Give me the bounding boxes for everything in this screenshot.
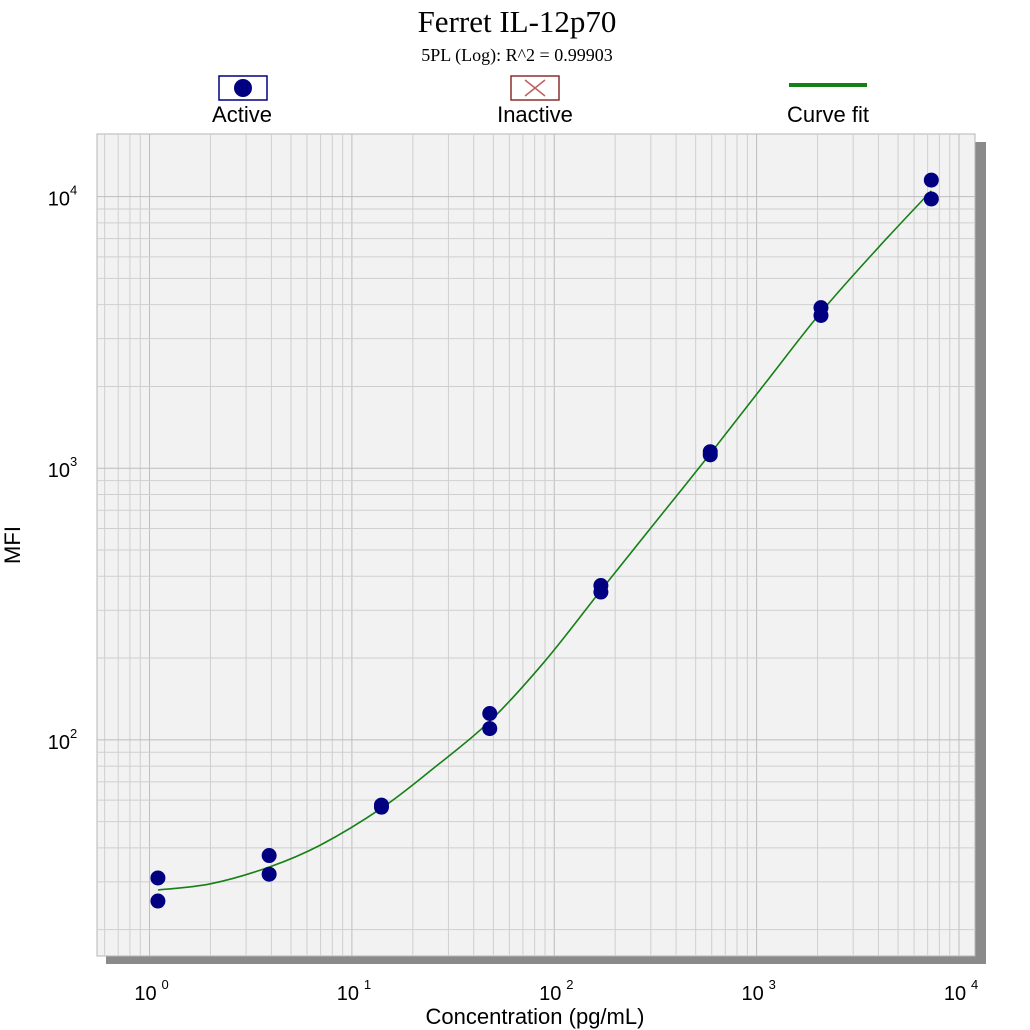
- legend-inactive-marker-stroke: [524, 79, 546, 97]
- data-point-active: [593, 584, 609, 600]
- y-tick-exponent: 2: [70, 726, 77, 741]
- x-tick-exponent: 0: [162, 977, 169, 992]
- data-points: [150, 172, 939, 909]
- x-tick-base: 10: [539, 983, 561, 1005]
- legend-inactive-label: Inactive: [497, 102, 573, 127]
- legend-curve-fit-label: Curve fit: [787, 102, 869, 127]
- grid: [97, 134, 975, 956]
- curve-fit-line: [157, 190, 932, 891]
- y-tick-label: 10 2: [48, 726, 77, 754]
- y-tick-label: 10 3: [48, 454, 77, 482]
- legend: Active Inactive Curve fit: [212, 75, 869, 127]
- y-axis-label: MFI: [0, 526, 25, 564]
- x-tick-base: 10: [134, 983, 156, 1005]
- x-tick-exponent: 1: [364, 977, 371, 992]
- x-tick-exponent: 4: [971, 977, 978, 992]
- data-point-active: [482, 706, 498, 722]
- legend-active-marker: [234, 79, 252, 97]
- data-point-active: [261, 848, 277, 864]
- y-tick-base: 10: [48, 189, 70, 211]
- x-tick-label: 10 4: [944, 977, 978, 1005]
- legend-active-label: Active: [212, 102, 272, 127]
- x-axis-label: Concentration (pg/mL): [426, 1004, 645, 1029]
- x-tick-exponent: 3: [769, 977, 776, 992]
- plot-area: [96, 133, 976, 957]
- legend-item-active: Active: [212, 75, 272, 127]
- data-point-active: [261, 866, 277, 882]
- y-tick-base: 10: [48, 460, 70, 482]
- axis-ticks: 10 0 10 1 10 2 10 3 10 410 210 310 4: [48, 183, 978, 1005]
- y-tick-base: 10: [48, 732, 70, 754]
- data-point-active: [150, 893, 166, 909]
- x-tick-base: 10: [337, 983, 359, 1005]
- x-tick-base: 10: [944, 983, 966, 1005]
- data-point-active: [923, 172, 939, 188]
- chart-subtitle: 5PL (Log): R^2 = 0.99903: [421, 45, 612, 66]
- data-point-active: [373, 799, 389, 815]
- data-point-active: [482, 721, 498, 737]
- x-tick-label: 10 3: [741, 977, 775, 1005]
- data-point-active: [702, 447, 718, 463]
- data-point-active: [923, 191, 939, 207]
- y-tick-exponent: 4: [70, 183, 77, 198]
- y-tick-label: 10 4: [48, 183, 77, 211]
- x-tick-label: 10 2: [539, 977, 573, 1005]
- x-tick-exponent: 2: [566, 977, 573, 992]
- data-point-active: [150, 870, 166, 886]
- x-tick-base: 10: [741, 983, 763, 1005]
- legend-item-inactive: Inactive: [497, 75, 573, 127]
- data-point-active: [813, 307, 829, 323]
- chart-title: Ferret IL-12p70: [418, 4, 617, 39]
- legend-item-curve-fit: Curve fit: [787, 83, 869, 127]
- y-tick-exponent: 3: [70, 454, 77, 469]
- x-tick-label: 10 1: [337, 977, 371, 1005]
- x-tick-label: 10 0: [134, 977, 168, 1005]
